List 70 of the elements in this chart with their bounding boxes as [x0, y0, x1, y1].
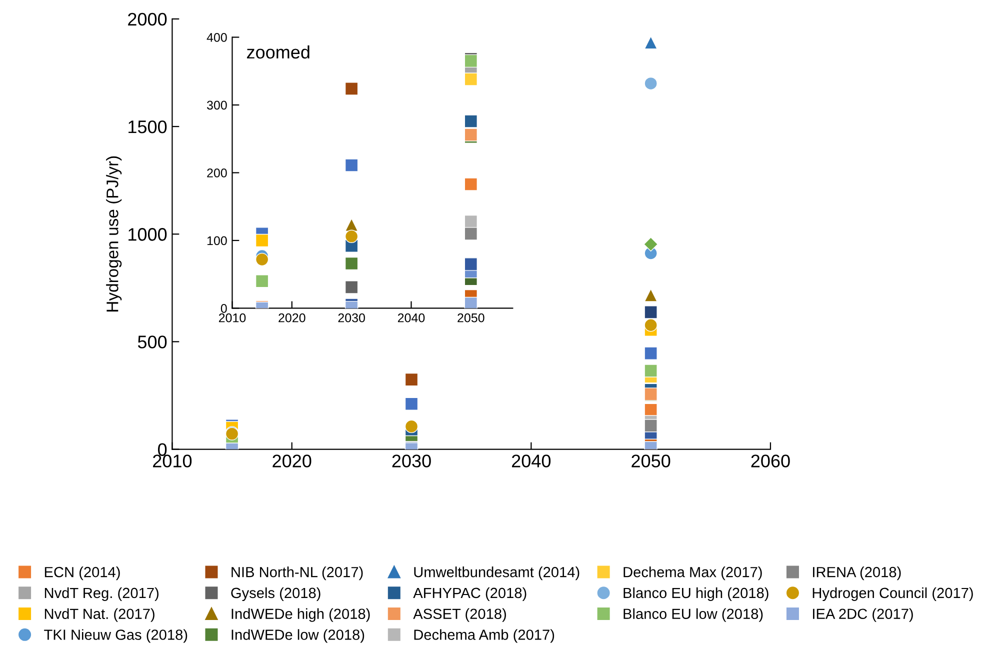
legend-label: Dechema Max (2017): [624, 566, 762, 580]
point: [255, 274, 269, 288]
legend-label: NIB North-NL (2017): [232, 566, 363, 580]
y-tick-label: 1500: [128, 120, 167, 134]
point: [464, 114, 478, 128]
point: [464, 258, 478, 271]
point: [644, 76, 658, 90]
x-tick-label: 2060: [751, 454, 790, 468]
point: [464, 214, 478, 228]
point: [464, 227, 478, 240]
point: [404, 397, 418, 410]
annotation: zoomed: [246, 45, 310, 59]
y-tick-label: 300: [206, 100, 227, 110]
point: [464, 72, 478, 86]
x-tick-label: 2040: [512, 454, 551, 468]
point: [344, 256, 358, 270]
x-tick-label: 2010: [153, 454, 192, 468]
legend-label: Hydrogen Council (2017): [812, 587, 973, 602]
legend-label: IndWEDe low (2018): [232, 629, 364, 643]
legend-label: IndWEDe high (2018): [232, 608, 370, 622]
point: [404, 420, 418, 434]
legend-label: Umweltbundesamt (2014): [414, 566, 580, 580]
point: [255, 234, 269, 248]
y-tick-label: 400: [206, 33, 227, 42]
point: [644, 306, 658, 319]
legend-label: IRENA (2018): [813, 566, 901, 580]
point: [344, 280, 358, 294]
x-tick-label: 2030: [338, 313, 365, 322]
x-tick-label: 2020: [278, 313, 306, 322]
point: [344, 82, 358, 96]
point: [464, 54, 478, 68]
legend-label: AFHYPAC (2018): [413, 587, 526, 602]
legend-label: ECN (2014): [44, 566, 120, 580]
point: [644, 36, 658, 50]
point: [464, 178, 478, 191]
legend-label: ASSET (2018): [413, 608, 506, 622]
point: [344, 230, 358, 244]
point: [404, 372, 418, 386]
point: [255, 252, 269, 266]
y-tick-label: 100: [207, 236, 227, 246]
y-tick-label: 500: [138, 336, 167, 348]
y-tick-label: 200: [207, 168, 227, 178]
y-tick-label: 0: [220, 304, 227, 313]
y-tick-label: 2000: [128, 12, 167, 26]
legend-label: TKI Nieuw Gas (2018): [44, 629, 188, 643]
x-tick-label: 2030: [392, 454, 431, 468]
legend-label: NvdT Nat. (2017): [44, 608, 154, 622]
y-tick-label: 1000: [128, 228, 167, 241]
point: [644, 318, 658, 332]
legend-label: Dechema Amb (2017): [414, 629, 554, 643]
x-tick-label: 2040: [398, 313, 425, 322]
x-tick-label: 2050: [632, 454, 670, 468]
legend-label: NvdT Reg. (2017): [44, 587, 158, 602]
x-tick-label: 2020: [272, 454, 312, 468]
point: [644, 364, 658, 378]
y-tick-label: 0: [158, 443, 167, 456]
point: [644, 346, 658, 360]
point: [344, 218, 358, 232]
x-tick-label: 2010: [218, 313, 246, 322]
y-axis-title: Hydrogen use (PJ/yr): [106, 156, 122, 312]
point: [644, 418, 658, 432]
point: [644, 288, 658, 302]
legend-label: Blanco EU low (2018): [624, 608, 763, 622]
legend-label: Gysels (2018): [231, 587, 320, 602]
point: [644, 236, 658, 252]
legend-label: IEA 2DC (2017): [813, 608, 913, 622]
legend-label: Blanco EU high (2018): [624, 587, 768, 602]
point: [344, 158, 358, 172]
point: [464, 296, 478, 308]
x-tick-label: 2050: [458, 313, 484, 322]
